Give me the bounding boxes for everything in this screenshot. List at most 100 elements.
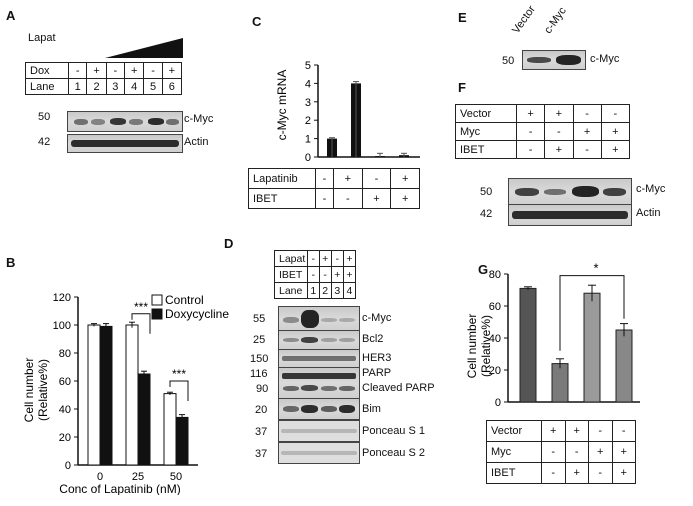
y-tick-label: 20 [489,365,501,377]
panel-label-c: C [252,14,262,29]
panel-c-chart: 0 1 2 3 4 5 c-Myc mRNA [275,60,420,164]
blot-label: Ponceau S 1 [362,425,425,437]
y-axis-label: (Relative%) [36,359,50,421]
y-axis-label: Cell number [22,358,36,423]
y-tick-label: 20 [59,432,71,444]
x-tick-label: 0 [97,471,103,483]
c-myc-blot [508,178,632,206]
cell: - [611,420,636,442]
row-label: IBET [455,140,517,159]
cell: 1 [67,78,88,95]
cell: + [600,140,631,159]
panel-d-condition-table: Lapat - + - + IBET - - + + Lane 1 2 3 4 [274,250,357,299]
ibet-row: IBET - + - + [486,462,636,484]
mw-marker: 50 [38,111,51,123]
y-axis-label: (Relative%) [479,315,493,377]
significance-bracket [559,275,625,351]
ibet-row: IBET - - + + [274,266,357,283]
cell: 5 [143,78,163,95]
cell: - [515,122,546,141]
mw-marker: 90 [256,383,269,395]
y-tick-label: 100 [53,320,71,332]
row-label: IBET [486,462,542,484]
x-axis-label: Conc of Lapatinib (nM) [59,482,180,495]
cell: - [564,441,589,463]
bcl2-blot [278,330,360,350]
bar [99,325,113,466]
panel-g-chart: 0 20 40 60 80 * Cell number (Relative%) [465,262,640,409]
y-tick-label: 60 [489,301,501,313]
cell: - [544,122,574,141]
panel-label-b: B [6,255,16,270]
cell: 4 [342,282,357,299]
bar [615,329,633,403]
cell: 4 [124,78,145,95]
ponceau-s1-blot [278,420,360,442]
panel-label-d: D [224,236,234,251]
cell: 3 [105,78,126,95]
cell: + [342,266,357,283]
y-tick-label: 3 [305,97,311,109]
row-label: Dox [25,62,69,79]
cell: - [67,62,88,79]
myc-row: Myc - - + + [455,122,631,141]
vector-row: Vector + + - - [486,420,636,442]
mw-marker: 42 [38,136,51,148]
y-tick-label: 40 [489,333,501,345]
mw-marker: 20 [255,404,268,416]
cell: - [318,266,332,283]
blot-label: Bim [362,403,381,415]
x-tick-label: 25 [132,471,144,483]
cell: + [572,122,602,141]
blot-label: Actin [184,136,209,148]
cell: + [390,168,420,189]
cell: + [611,462,636,484]
cell: - [588,462,613,484]
y-tick-label: 0 [305,152,311,164]
panel-label-e: E [458,10,467,25]
lapatinib-gradient-triangle [105,38,183,58]
mw-marker: 150 [250,353,269,365]
cell: + [541,420,566,442]
y-tick-label: 80 [489,269,501,281]
panel-a-condition-table: Dox - + - + - + Lane 1 2 3 4 5 6 [25,62,183,95]
cell: + [361,188,392,209]
cell: - [143,62,163,79]
row-label: Myc [455,122,517,141]
blot-label: c-Myc [590,53,620,65]
panel-label-a: A [6,8,16,23]
cell: 6 [161,78,183,95]
row-label: Lane [25,78,69,95]
cell: + [544,140,574,159]
legend-label: Control [165,293,204,307]
cell: - [361,168,392,189]
cell: 2 [318,282,332,299]
row-label: IBET [274,266,308,283]
blot-label: Ponceau S 2 [362,447,425,459]
bar [163,393,177,466]
c-myc-blot [522,50,586,70]
y-tick-label: 4 [305,78,311,90]
cell: + [515,104,546,123]
cell: - [315,168,334,189]
x-tick-label: 50 [170,471,182,483]
significance-bracket [131,313,151,334]
cell: - [541,462,566,484]
legend-label: Doxycycline [165,307,229,321]
cell: + [124,62,145,79]
mw-marker: 50 [502,55,515,67]
bar [137,373,151,466]
cell: - [600,104,631,123]
mw-marker: 55 [253,313,266,325]
lapat-row: Lapat - + - + [274,250,357,267]
cell: + [564,462,589,484]
panel-c-condition-table: Lapatinib - + - + IBET - - + + [248,168,420,209]
significance-bracket [169,380,189,401]
bim-blot [278,398,360,420]
row-label: Lane [274,282,308,299]
lapatinib-row: Lapatinib - + - + [248,168,420,189]
cell: + [333,168,363,189]
y-tick-label: 60 [59,376,71,388]
panel-g-condition-table: Vector + + - - Myc - - + + IBET - + - + [486,420,636,484]
c-myc-blot [67,111,183,132]
